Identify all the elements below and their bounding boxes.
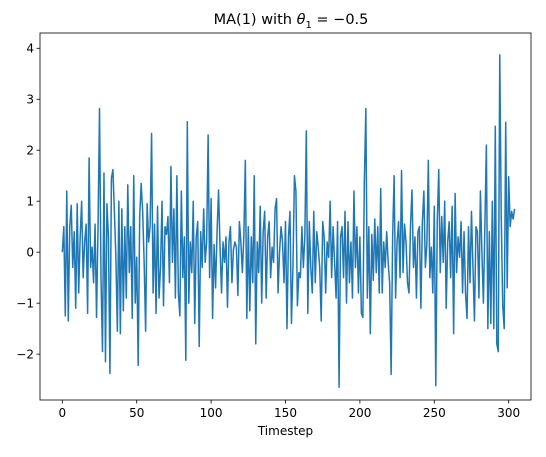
y-tick-label: 3: [26, 92, 34, 106]
x-tick-label: 0: [58, 406, 66, 420]
plot-area: [61, 54, 516, 389]
title-prefix: MA(1) with: [214, 12, 297, 28]
y-tick-label: 0: [26, 245, 34, 259]
y-tick-label: 4: [26, 41, 34, 55]
y-tick-label: 2: [26, 143, 34, 157]
y-tick-label: −1: [16, 296, 34, 310]
x-tick-label: 50: [129, 406, 144, 420]
x-tick-label: 250: [423, 406, 446, 420]
axes-frame: [39, 32, 532, 401]
series-line-0: [61, 54, 516, 389]
title-theta: θ: [297, 12, 306, 28]
x-tick-label: 300: [497, 406, 520, 420]
chart-title: MA(1) with θ1 = −0.5: [214, 12, 369, 31]
x-tick-label: 100: [200, 406, 223, 420]
x-tick-label: 200: [348, 406, 371, 420]
y-tick-label: 1: [26, 194, 34, 208]
y-tick-label: −2: [16, 347, 34, 361]
title-subscript: 1: [305, 20, 311, 31]
x-axis-label: Timestep: [257, 424, 313, 438]
x-tick-label: 150: [274, 406, 297, 420]
axis-ticks: 0 50 100 150 200 250 300 −2 −1 0 1 2 3 4: [16, 41, 520, 420]
title-suffix: = −0.5: [312, 12, 369, 28]
